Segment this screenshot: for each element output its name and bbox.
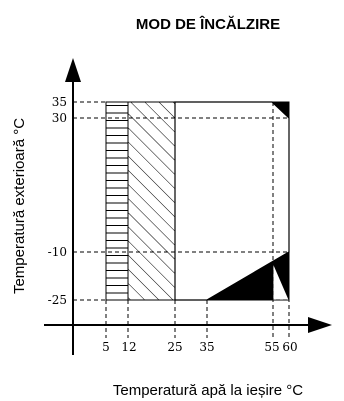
x-tick-55: 55 xyxy=(264,340,279,354)
x-tick-12: 12 xyxy=(121,340,136,354)
diagram-title: MOD DE ÎNCĂLZIRE xyxy=(136,15,280,33)
y-tick-35: 35 xyxy=(52,95,67,109)
region-white-notch xyxy=(272,262,290,301)
y-axis-label: Temperatură exterioară °C xyxy=(11,118,28,294)
y-tick-minus10: -10 xyxy=(48,245,67,259)
region-diagonal-hatch xyxy=(127,101,176,301)
x-axis-label: Temperatură apă la ieșire °C xyxy=(113,382,303,399)
y-axis-arrowhead xyxy=(65,58,81,82)
region-horizontal-hatch xyxy=(105,101,129,301)
x-axis-arrowhead xyxy=(308,317,332,333)
x-tick-35: 35 xyxy=(199,340,214,354)
x-tick-60: 60 xyxy=(282,340,297,354)
y-tick-30: 30 xyxy=(52,111,67,125)
x-tick-5: 5 xyxy=(102,340,110,354)
y-tick-minus25: -25 xyxy=(48,293,67,307)
x-tick-25: 25 xyxy=(167,340,182,354)
guide-lines xyxy=(73,101,290,338)
